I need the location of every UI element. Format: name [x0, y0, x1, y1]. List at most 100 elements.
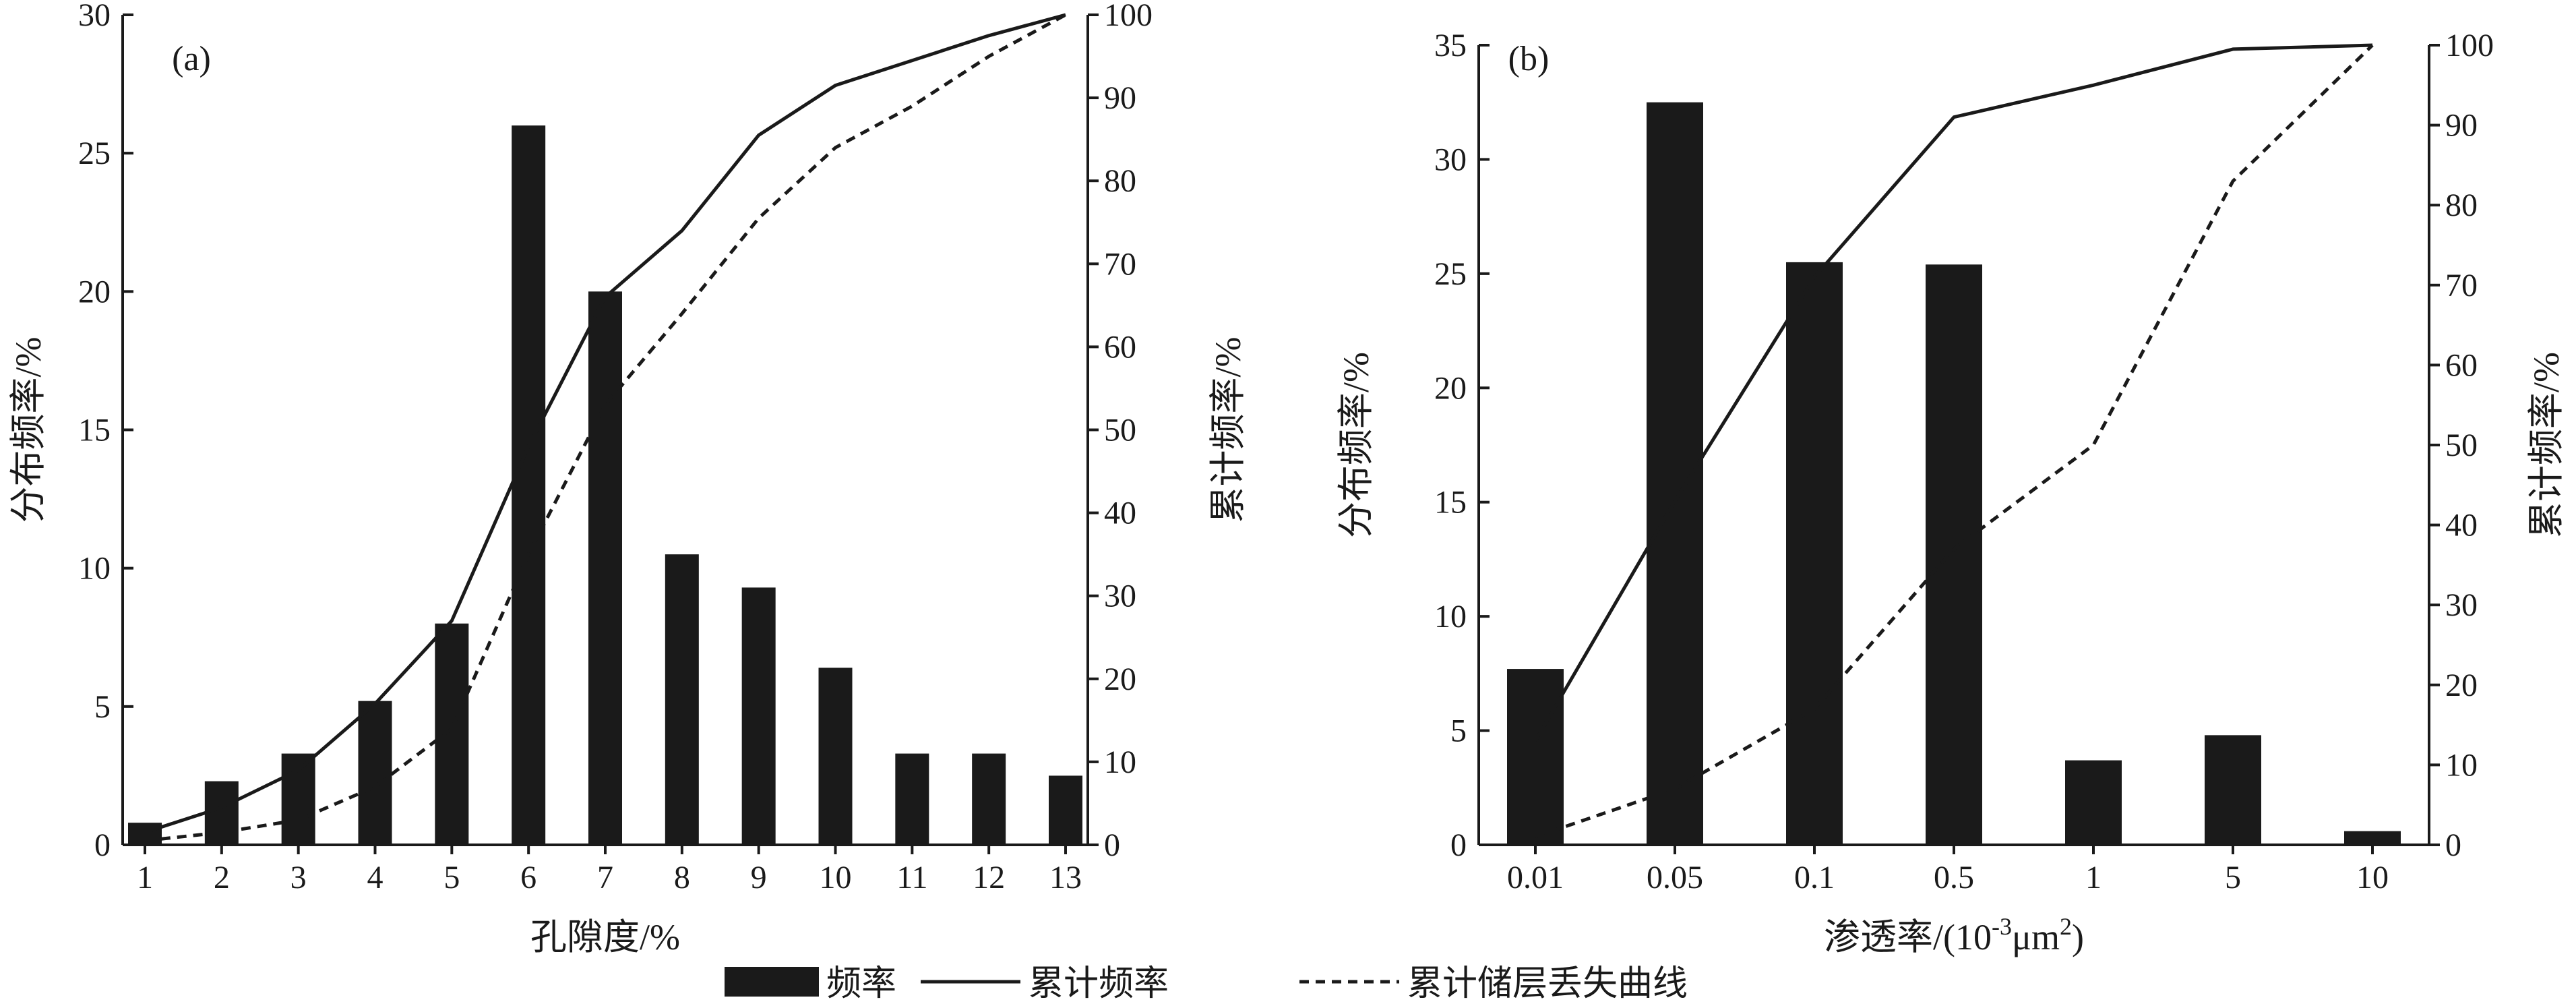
right-tick-label: 100 — [2445, 28, 2494, 63]
left-tick-label: 30 — [78, 0, 111, 33]
x-axis-title: 孔隙度/% — [530, 917, 680, 957]
x-axis-title-part: ) — [2072, 917, 2084, 957]
cumulative-frequency-line — [1533, 43, 2373, 742]
right-axis-title: 累计频率/% — [1208, 337, 1248, 523]
right-tick-label: 20 — [1104, 661, 1136, 697]
legend: 频率 累计频率 累计储层丢失曲线 — [725, 965, 1688, 1003]
x-tick-label: 12 — [973, 860, 1005, 895]
right-tick-label: 100 — [1104, 0, 1153, 33]
right-tick-label: 0 — [2445, 827, 2461, 863]
left-tick-label: 15 — [78, 413, 111, 448]
x-tick-label: 5 — [443, 860, 460, 895]
left-tick-label: 20 — [78, 274, 111, 309]
right-tick-label: 30 — [1104, 579, 1136, 614]
panel-b-permeability: 0510152025303501020304050607080901000.01… — [1336, 28, 2567, 957]
left-tick-label: 5 — [1450, 713, 1467, 749]
x-axis-title-part: μm — [2012, 917, 2060, 957]
bar-0.01 — [1507, 669, 1564, 845]
cumulative-frequency-line — [144, 13, 1066, 834]
right-tick-label: 50 — [2445, 427, 2478, 463]
bar-5 — [435, 623, 469, 845]
right-tick-label: 10 — [2445, 747, 2478, 783]
bar-1 — [128, 823, 162, 845]
right-tick-label: 80 — [1104, 163, 1136, 199]
panel-label: (a) — [172, 40, 211, 78]
legend-cum-label: 累计频率 — [1029, 965, 1169, 1003]
left-tick-label: 0 — [1450, 827, 1467, 863]
bar-12 — [972, 753, 1006, 845]
left-tick-label: 10 — [1434, 599, 1467, 634]
x-tick-label: 0.01 — [1507, 860, 1564, 895]
legend-freq-label: 频率 — [826, 965, 896, 1003]
x-tick-label: 13 — [1049, 860, 1082, 895]
bar-13 — [1049, 775, 1082, 845]
x-axis-title-part: -3 — [1992, 913, 2012, 940]
legend-loss-label: 累计储层丢失曲线 — [1407, 965, 1688, 1003]
bar-8 — [665, 554, 699, 845]
left-tick-label: 25 — [78, 136, 111, 171]
bar-4 — [358, 701, 392, 845]
right-tick-label: 60 — [1104, 329, 1136, 365]
right-tick-label: 40 — [1104, 496, 1136, 531]
right-tick-label: 10 — [1104, 744, 1136, 780]
x-tick-label: 11 — [896, 860, 927, 895]
right-tick-label: 40 — [2445, 508, 2478, 543]
x-tick-label: 2 — [214, 860, 230, 895]
x-tick-label: 5 — [2225, 860, 2241, 895]
left-tick-label: 15 — [1434, 485, 1467, 521]
x-tick-label: 6 — [520, 860, 536, 895]
x-axis-title: 渗透率/(10-3μm2) — [1824, 913, 2084, 957]
bar-10 — [2344, 831, 2401, 845]
bar-7 — [588, 291, 622, 845]
x-tick-label: 10 — [2356, 860, 2389, 895]
bar-6 — [512, 125, 546, 846]
bar-0.05 — [1647, 102, 1703, 846]
left-axis-title: 分布频率/% — [1336, 352, 1376, 538]
bar-0.5 — [1926, 264, 1982, 845]
x-tick-label: 1 — [137, 860, 153, 895]
left-tick-label: 0 — [94, 827, 111, 863]
left-tick-label: 10 — [78, 551, 111, 587]
x-tick-label: 7 — [597, 860, 613, 895]
left-tick-label: 5 — [94, 689, 111, 725]
bar-10 — [818, 668, 853, 845]
bar-1 — [2065, 760, 2122, 845]
x-tick-label: 1 — [2085, 860, 2102, 895]
right-tick-label: 50 — [1104, 413, 1136, 448]
right-tick-label: 70 — [2445, 268, 2478, 303]
reservoir-loss-curve — [1535, 44, 2374, 839]
x-tick-label: 4 — [367, 860, 384, 895]
x-tick-label: 10 — [820, 860, 852, 895]
left-tick-label: 20 — [1434, 370, 1467, 406]
x-tick-label: 0.05 — [1647, 860, 1703, 895]
x-tick-label: 9 — [751, 860, 767, 895]
bar-9 — [741, 587, 776, 845]
bar-0.1 — [1786, 262, 1843, 845]
x-tick-label: 0.5 — [1934, 860, 1974, 895]
x-axis-title-part: 2 — [2060, 913, 2072, 940]
panel-label: (b) — [1508, 40, 1550, 78]
x-axis-title-part: 渗透率/(10 — [1824, 917, 1992, 957]
left-tick-label: 30 — [1434, 142, 1467, 177]
right-tick-label: 60 — [2445, 347, 2478, 383]
x-tick-label: 3 — [290, 860, 307, 895]
left-tick-label: 25 — [1434, 256, 1467, 292]
left-axis-title: 分布频率/% — [8, 337, 49, 523]
reservoir-loss-curve — [144, 13, 1067, 843]
right-tick-label: 30 — [2445, 587, 2478, 623]
right-tick-label: 90 — [2445, 108, 2478, 144]
left-tick-label: 35 — [1434, 28, 1467, 63]
bar-11 — [895, 753, 929, 845]
right-tick-label: 80 — [2445, 187, 2478, 223]
right-tick-label: 20 — [2445, 668, 2478, 703]
right-axis-title: 累计频率/% — [2526, 352, 2567, 538]
right-tick-label: 70 — [1104, 246, 1136, 282]
legend-freq-swatch — [725, 967, 819, 997]
right-tick-label: 0 — [1104, 827, 1120, 863]
x-tick-label: 0.1 — [1794, 860, 1835, 895]
bar-3 — [281, 753, 315, 845]
x-tick-label: 8 — [674, 860, 690, 895]
right-tick-label: 90 — [1104, 80, 1136, 116]
bar-5 — [2205, 735, 2261, 845]
